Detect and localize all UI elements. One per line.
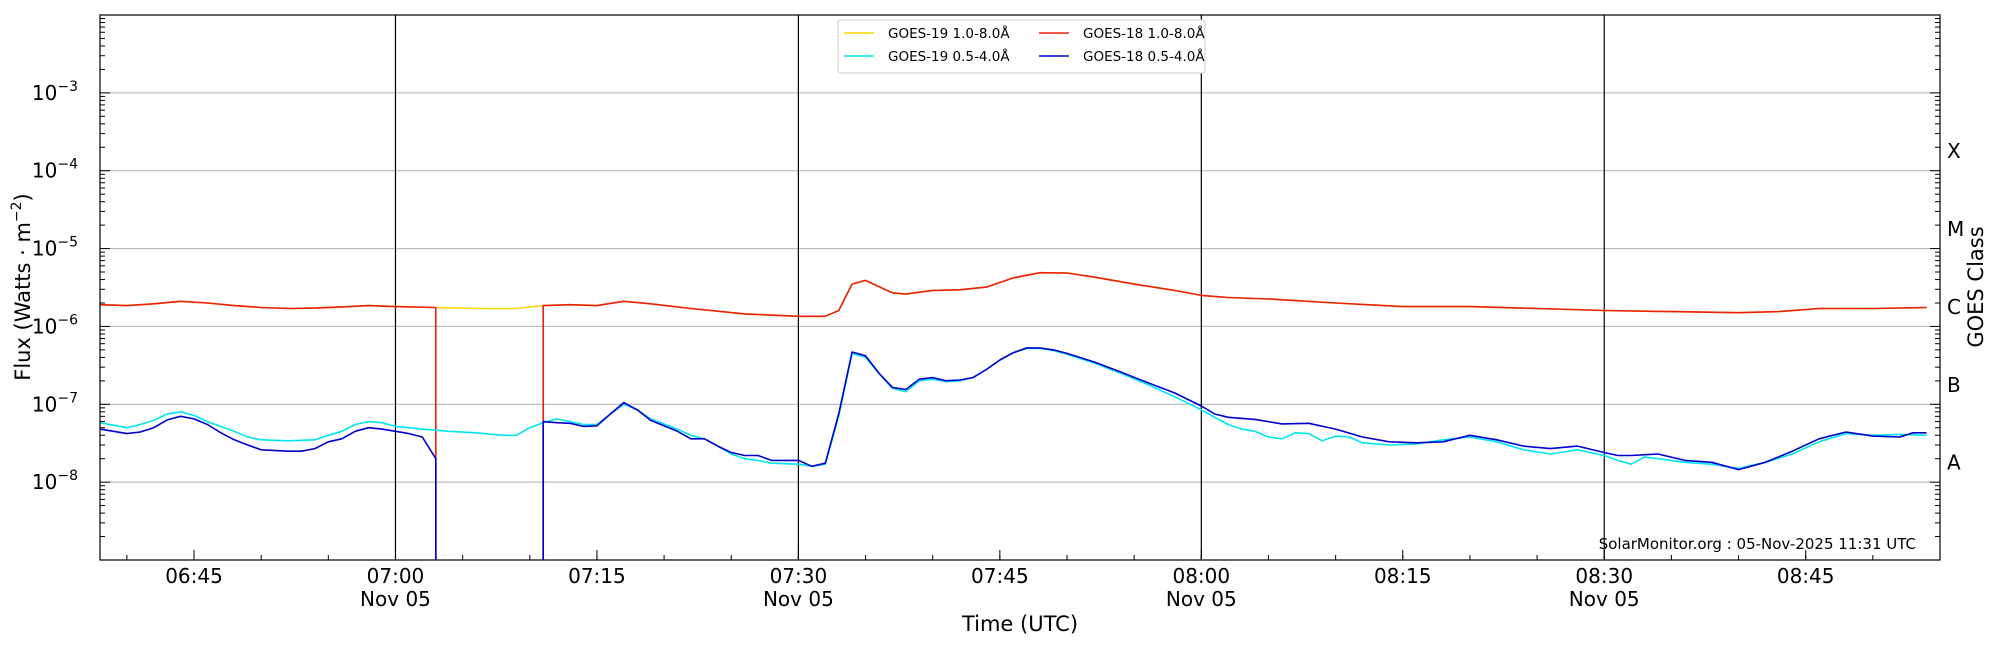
x-tick-label-3: 07:30	[770, 564, 828, 588]
y-tick-exponent: −8	[57, 468, 78, 484]
x-tick-date-3: Nov 05	[763, 587, 834, 611]
x-tick-label-7: 08:30	[1575, 564, 1633, 588]
series-line-1	[99, 271, 1927, 560]
x-tick-label-5: 08:00	[1172, 564, 1230, 588]
series-line-3	[99, 347, 1927, 560]
x-tick-label-2: 07:15	[568, 564, 626, 588]
y-tick-label-1: 10−7	[32, 390, 78, 416]
y-axis-title-exp: −2	[9, 201, 25, 222]
legend-box	[837, 19, 1206, 74]
series-lines	[99, 271, 1927, 560]
y-tick-label-5: 10−3	[32, 79, 78, 105]
right-axis-title: GOES Class	[1964, 226, 1988, 347]
y-tick-exponent: −3	[57, 79, 78, 95]
legend-label-0: GOES-19 1.0-8.0Å	[888, 25, 1010, 42]
y-tick-label-3: 10−5	[32, 235, 78, 261]
y-tick-base: 10	[32, 470, 57, 494]
y-tick-label-4: 10−4	[32, 157, 78, 183]
goes-class-c: C	[1947, 295, 1961, 319]
legend-label-1: GOES-19 0.5-4.0Å	[888, 48, 1010, 65]
y-tick-base: 10	[32, 314, 57, 338]
legend: GOES-19 1.0-8.0Å GOES-19 0.5-4.0Å GOES-18 …	[837, 19, 1206, 74]
goes-class-b: B	[1947, 373, 1961, 397]
grid-lines	[100, 92, 1940, 483]
x-tick-label-1: 07:00	[367, 564, 425, 588]
x-tick-label-6: 08:15	[1374, 564, 1432, 588]
y-tick-exponent: −5	[57, 235, 78, 251]
y-tick-label-2: 10−6	[32, 312, 78, 338]
y-tick-base: 10	[32, 81, 57, 105]
y-tick-label-0: 10−8	[32, 468, 78, 494]
x-tick-label-4: 07:45	[971, 564, 1029, 588]
y-axis-title-close: )	[11, 193, 35, 201]
y-tick-base: 10	[32, 159, 57, 183]
y-axis-title-text: Flux (Watts · m	[11, 222, 35, 381]
y-tick-exponent: −6	[57, 312, 78, 328]
x-axis-title: Time (UTC)	[961, 612, 1078, 636]
axis-ticks	[100, 18, 1941, 561]
legend-label-3: GOES-18 0.5-4.0Å	[1083, 48, 1205, 65]
y-tick-base: 10	[32, 392, 57, 416]
y-tick-base: 10	[32, 237, 57, 261]
series-line-2	[99, 347, 1927, 470]
goes-class-a: A	[1947, 451, 1961, 475]
plot-frame	[99, 14, 1941, 561]
series-line-0	[99, 271, 1927, 318]
watermark: SolarMonitor.org : 05-Nov-2025 11:31 UTC	[1599, 535, 1916, 553]
y-tick-exponent: −4	[57, 157, 78, 173]
goes-class-m: M	[1947, 217, 1964, 241]
x-tick-label-0: 06:45	[165, 564, 223, 588]
day-marker-lines	[394, 15, 1605, 560]
x-tick-date-7: Nov 05	[1569, 587, 1640, 611]
y-tick-exponent: −7	[57, 390, 78, 406]
legend-label-2: GOES-18 1.0-8.0Å	[1083, 25, 1205, 42]
x-tick-date-1: Nov 05	[360, 587, 431, 611]
y-axis-title: Flux (Watts · m−2)	[9, 193, 35, 381]
x-tick-date-5: Nov 05	[1166, 587, 1237, 611]
x-tick-label-8: 08:45	[1777, 564, 1835, 588]
goes-class-x: X	[1947, 139, 1961, 163]
